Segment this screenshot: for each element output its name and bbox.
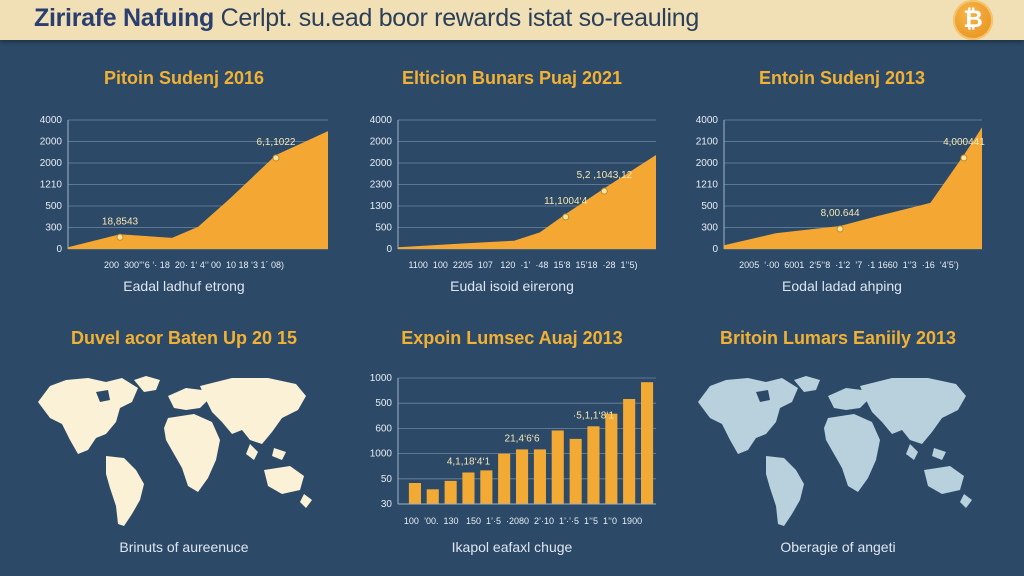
- chart-1-title: Pitoin Sudenj 2016: [103, 68, 265, 88]
- data-point: [600, 187, 608, 195]
- data-label: 5,2 ,1043,12: [577, 170, 633, 181]
- data-label: 18,8543: [102, 216, 139, 227]
- data-label: 4,1,18‘4‘1: [447, 457, 491, 468]
- banner-tagline: Cerlpt. su.ead boor rewards istat so-rea…: [220, 4, 700, 32]
- bar: [623, 399, 636, 504]
- x-tick-labels: 100 ’00. 130 150 1’·5 ·2080 2’·10 1’·’·5…: [404, 516, 642, 526]
- data-point: [116, 233, 124, 241]
- data-label: ·5,1,1‘8‘1: [573, 410, 615, 421]
- y-tick-label: 1300: [370, 201, 393, 212]
- bitcoin-icon: ₿: [953, 0, 993, 40]
- banner-title: Zirirafe Nafuing Cerlpt. su.ead boor rew…: [34, 4, 699, 33]
- y-tick-label: 500: [45, 201, 62, 212]
- chart-4-caption: Ikapol eafaxl chuge: [451, 539, 573, 555]
- y-tick-label: 4000: [696, 115, 719, 126]
- data-label: 6,1,1022: [257, 137, 296, 148]
- map-2-title: Britoin Lumars Eaniily 2013: [719, 328, 957, 348]
- bar: [605, 413, 618, 504]
- chart-3-title: Entoin Sudenj 2013: [758, 68, 926, 88]
- bar: [444, 480, 457, 504]
- y-tick-label: 2300: [370, 180, 393, 191]
- bar: [408, 483, 421, 504]
- map-2-caption: Oberagie of angeti: [780, 539, 896, 555]
- y-tick-label: 500: [375, 223, 392, 234]
- bar: [551, 430, 564, 504]
- bar: [498, 453, 511, 504]
- chart-2-caption: Eudal isoid eirerong: [450, 278, 574, 294]
- world-map-icon: [698, 376, 972, 526]
- y-tick-label: 300: [701, 223, 718, 234]
- data-label: 8,00.644: [821, 208, 860, 219]
- y-tick-label: 0: [56, 244, 62, 255]
- data-label: 4,000441: [943, 137, 985, 148]
- x-tick-labels: 2005 ‘·00 6001 2‘5’‘8 ·1‘2 ’7 ·1 1660 1‘…: [739, 260, 959, 270]
- y-tick-label: 2000: [696, 158, 719, 169]
- y-tick-label: 600: [375, 423, 392, 434]
- bar: [462, 472, 475, 504]
- data-point: [272, 154, 280, 162]
- bar: [641, 382, 654, 504]
- area-series: [398, 155, 656, 249]
- map-1-caption: Brinuts of aureenuce: [119, 539, 249, 555]
- y-tick-label: 1210: [696, 180, 719, 191]
- bar: [569, 438, 582, 504]
- y-tick-label: 30: [381, 499, 393, 510]
- data-point: [562, 213, 570, 221]
- y-tick-label: 0: [386, 244, 392, 255]
- data-label: 21,4‘6‘6: [505, 433, 540, 444]
- chart-3-caption: Eodal ladad ahping: [782, 278, 902, 294]
- y-tick-label: 1000: [370, 373, 393, 384]
- chart-1-caption: Eadal ladhuf etrong: [123, 278, 245, 294]
- x-tick-labels: 200 300’’‘6 ‘· 18 20· 1‘ 4‘’ 00 10 18 ‘3…: [104, 260, 284, 270]
- y-tick-label: 1210: [40, 180, 63, 191]
- bar: [426, 489, 439, 504]
- bar: [480, 470, 493, 504]
- chart-4-title: Expoin Lumsec Auaj 2013: [401, 328, 623, 348]
- area-series: [68, 131, 328, 249]
- bar: [587, 426, 600, 504]
- y-tick-label: 300: [45, 223, 62, 234]
- y-tick-label: 0: [712, 244, 718, 255]
- y-tick-label: 2000: [370, 137, 393, 148]
- y-tick-label: 2000: [40, 137, 63, 148]
- y-tick-label: 1000: [370, 449, 393, 460]
- bitcoin-symbol: ₿: [963, 6, 983, 33]
- bar: [516, 449, 529, 504]
- banner-brand: Zirirafe Nafuing: [34, 4, 214, 32]
- y-tick-label: 500: [375, 398, 392, 409]
- bar: [533, 449, 546, 504]
- x-tick-labels: 1100 100 2205 107 120 ·1’ ·48 15‘8 15’18…: [409, 260, 638, 270]
- y-tick-label: 4000: [40, 115, 63, 126]
- area-series: [724, 127, 982, 249]
- y-tick-label: 2100: [696, 137, 719, 148]
- data-point: [836, 225, 844, 233]
- data-label: 11,1004‘4: [544, 196, 588, 207]
- y-tick-label: 50: [381, 474, 393, 485]
- chart-2-title: Elticion Bunars Puaj 2021: [401, 68, 623, 88]
- header-banner: Zirirafe Nafuing Cerlpt. su.ead boor rew…: [0, 0, 1024, 40]
- y-tick-label: 2000: [40, 158, 63, 169]
- world-map-icon: [38, 376, 312, 526]
- y-tick-label: 4000: [370, 115, 393, 126]
- y-tick-label: 2000: [370, 158, 393, 169]
- map-1-title: Duvel acor Baten Up 20 15: [70, 328, 298, 348]
- data-point: [960, 154, 968, 162]
- y-tick-label: 500: [701, 201, 718, 212]
